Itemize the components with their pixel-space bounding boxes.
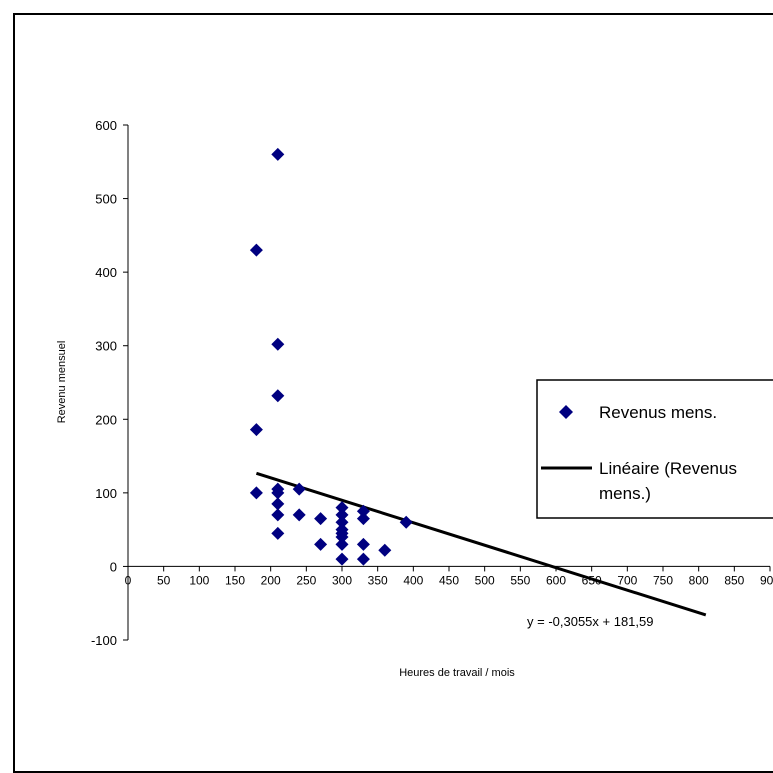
x-tick-label: 0 xyxy=(125,573,132,587)
legend-label-series: Revenus mens. xyxy=(599,403,717,422)
x-axis-title: Heures de travail / mois xyxy=(399,667,515,679)
x-tick-label: 300 xyxy=(332,573,352,587)
y-tick-label: 400 xyxy=(95,265,117,280)
data-point xyxy=(356,512,370,526)
y-tick-label: 500 xyxy=(95,192,117,207)
data-point xyxy=(335,508,349,522)
y-tick-label: -100 xyxy=(91,633,117,648)
legend-label-trendline: Linéaire (Revenus mens.) xyxy=(599,459,742,503)
x-tick-label: 850 xyxy=(724,573,744,587)
x-ticks: 0501001502002503003504004505005506006507… xyxy=(125,566,773,587)
x-tick-label: 450 xyxy=(439,573,459,587)
x-tick-label: 500 xyxy=(475,573,495,587)
data-point xyxy=(271,526,285,540)
data-point xyxy=(335,552,349,566)
x-tick-label: 200 xyxy=(261,573,281,587)
data-point xyxy=(271,389,285,403)
y-tick-label: 200 xyxy=(95,412,117,427)
data-point xyxy=(314,537,328,551)
x-tick-label: 150 xyxy=(225,573,245,587)
data-point xyxy=(271,337,285,351)
legend-box xyxy=(536,379,773,519)
y-ticks: -100 0 100 200 300 400 500 600 xyxy=(91,118,128,648)
data-point xyxy=(271,147,285,161)
data-point xyxy=(249,486,263,500)
legend: Revenus mens. Linéaire (Revenus mens.) xyxy=(536,379,773,519)
x-tick-label: 250 xyxy=(296,573,316,587)
x-tick-label: 350 xyxy=(368,573,388,587)
trendline-equation: y = -0,3055x + 181,59 xyxy=(527,614,653,629)
data-point xyxy=(292,508,306,522)
data-point xyxy=(271,497,285,511)
data-point xyxy=(335,530,349,544)
scatter-chart: -100 0 100 200 300 400 500 600 0 50 100 150 200 250 3… xyxy=(56,118,773,679)
data-point xyxy=(249,243,263,257)
x-tick-label: 100 xyxy=(189,573,209,587)
data-point xyxy=(314,512,328,526)
data-point xyxy=(356,537,370,551)
x-tick-label: 550 xyxy=(510,573,530,587)
data-point xyxy=(271,508,285,522)
trendline-group xyxy=(255,471,707,617)
data-point xyxy=(335,537,349,551)
x-tick-label: 600 xyxy=(546,573,566,587)
x-tick-label: 750 xyxy=(653,573,673,587)
x-tick-label: 800 xyxy=(689,573,709,587)
trendline xyxy=(255,471,707,617)
y-tick-label: 100 xyxy=(95,486,117,501)
data-point xyxy=(335,501,349,515)
y-tick-label: 600 xyxy=(95,118,117,133)
y-tick-label: 0 xyxy=(110,559,117,574)
data-point xyxy=(335,515,349,529)
data-point xyxy=(356,504,370,518)
x-tick-label: 900 xyxy=(760,573,773,587)
data-point xyxy=(399,515,413,529)
x-tick-label: 700 xyxy=(617,573,637,587)
data-points xyxy=(249,147,413,566)
y-tick-label: 300 xyxy=(95,339,117,354)
x-tick-label: 400 xyxy=(403,573,423,587)
x-tick-label: 50 xyxy=(157,573,171,587)
data-point xyxy=(292,482,306,496)
y-axis-title: Revenu mensuel xyxy=(56,341,68,424)
legend-marker-diamond xyxy=(559,405,573,419)
data-point xyxy=(356,552,370,566)
data-point xyxy=(249,423,263,437)
data-point xyxy=(271,486,285,500)
data-point xyxy=(378,543,392,557)
